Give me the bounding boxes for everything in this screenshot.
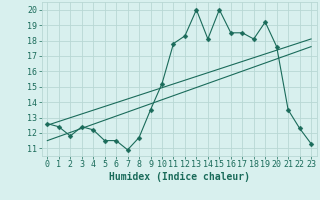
X-axis label: Humidex (Indice chaleur): Humidex (Indice chaleur) xyxy=(109,172,250,182)
